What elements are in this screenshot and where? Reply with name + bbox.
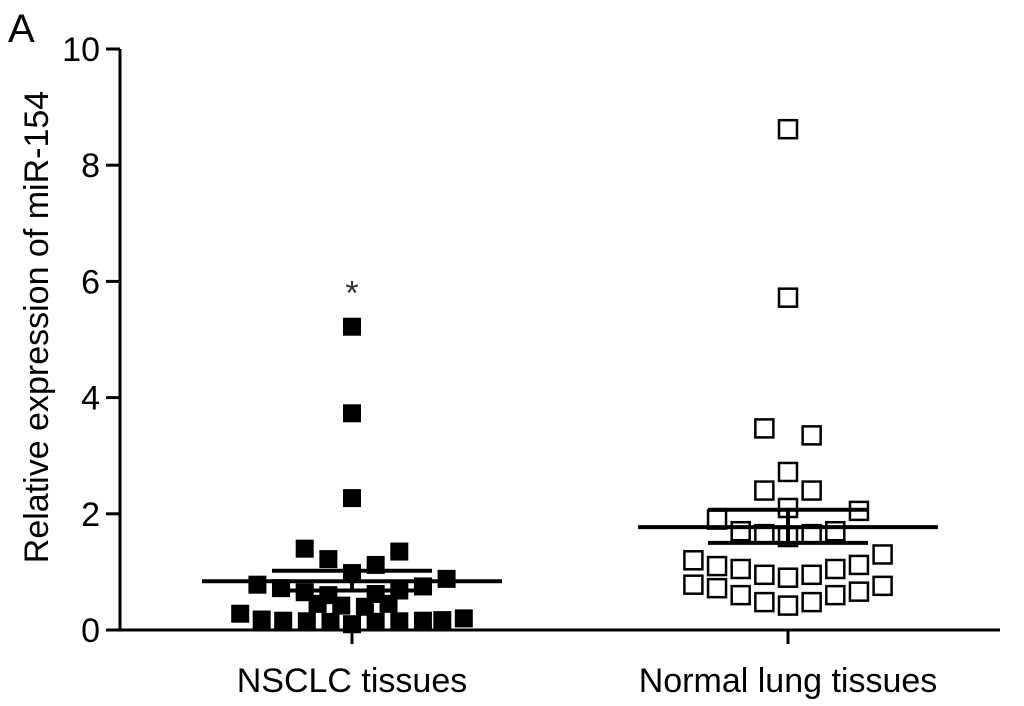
y-tick-label: 0 [81, 612, 100, 650]
data-point [355, 597, 374, 616]
data-point [777, 567, 799, 588]
data-point [754, 591, 775, 613]
y-ticks: 0 2 4 6 8 10 [62, 31, 120, 650]
data-point [366, 612, 385, 631]
data-point [295, 539, 314, 558]
x-category-label: Normal lung tissues [639, 662, 938, 700]
data-point [825, 558, 846, 580]
data-points [231, 118, 893, 634]
data-point [801, 564, 822, 586]
y-axis-label: Relative expression of miR-154 [18, 91, 56, 563]
data-point [730, 520, 751, 542]
data-point [297, 612, 316, 631]
data-point [319, 550, 338, 569]
x-category-label: NSCLC tissues [237, 662, 468, 700]
data-point [706, 577, 728, 599]
data-point [683, 550, 704, 571]
data-point [390, 612, 409, 631]
data-point [343, 404, 361, 423]
data-point [437, 569, 456, 588]
annotations: * [345, 274, 358, 312]
data-point [379, 594, 398, 613]
data-point [252, 610, 271, 629]
data-point [730, 558, 751, 580]
data-point [825, 520, 846, 542]
y-tick-label: 10 [62, 31, 100, 69]
data-point [231, 604, 250, 623]
data-point [706, 555, 728, 577]
x-labels: NSCLC tissues Normal lung tissues [237, 630, 938, 700]
data-point [308, 594, 327, 613]
data-point [754, 480, 775, 501]
data-point [801, 480, 822, 501]
data-point [454, 609, 473, 628]
data-point [754, 564, 775, 586]
data-point [413, 611, 432, 630]
data-point [825, 584, 846, 606]
data-point [248, 575, 267, 594]
data-point [433, 611, 452, 630]
data-point [343, 489, 361, 508]
data-point [777, 461, 799, 483]
data-point [272, 579, 291, 598]
data-point [872, 544, 893, 565]
data-point [730, 584, 751, 606]
data-point [343, 615, 361, 634]
data-point [683, 574, 704, 595]
data-point [801, 425, 822, 446]
y-tick-label: 2 [81, 496, 100, 534]
data-point [848, 554, 870, 576]
data-point [754, 418, 775, 439]
axes [118, 49, 1000, 632]
data-point [343, 317, 361, 336]
mean-sem-bars [202, 507, 938, 593]
data-point [777, 595, 799, 616]
significance-asterisk: * [345, 274, 358, 312]
data-point [274, 611, 293, 630]
y-tick-label: 4 [81, 380, 100, 418]
y-tick-label: 6 [81, 263, 100, 301]
panel-label: A [8, 7, 35, 51]
data-point [848, 581, 870, 602]
data-point [321, 612, 340, 631]
data-point [390, 542, 409, 561]
data-point [801, 591, 822, 613]
data-point [777, 287, 799, 308]
data-point [332, 596, 351, 615]
data-point [872, 575, 893, 597]
data-point [777, 118, 799, 140]
y-tick-label: 8 [81, 147, 100, 185]
